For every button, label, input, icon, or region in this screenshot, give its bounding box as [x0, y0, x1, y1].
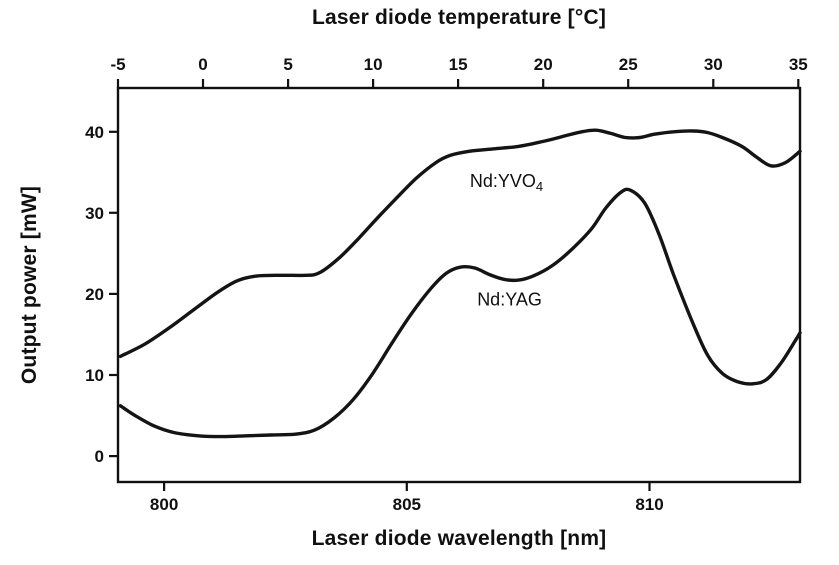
left-tick-label: 20	[85, 285, 104, 304]
plot-border	[116, 86, 802, 484]
bottom-tick-label: 810	[635, 495, 663, 514]
bottom-axis-ticks: 800 805 810	[150, 482, 664, 514]
top-tick-label: 5	[283, 55, 292, 74]
series-line-1	[118, 187, 802, 439]
top-axis-title: Laser diode temperature [°C]	[311, 6, 607, 29]
left-tick-label: 0	[95, 447, 104, 466]
annotation-label: Nd:YVO4	[470, 171, 543, 194]
top-axis-ticks: -5 0 5 10 15 20 25 30 35	[110, 55, 808, 88]
left-axis-ticks: 0 10 20 30 40	[85, 123, 118, 466]
annotation-label: Nd:YAG	[477, 289, 542, 309]
left-tick-label: 40	[85, 123, 104, 142]
top-tick-label: 0	[198, 55, 207, 74]
top-tick-label: 35	[789, 55, 808, 74]
top-tick-label: 25	[619, 55, 638, 74]
bottom-axis-title: Laser diode wavelength [nm]	[311, 527, 607, 550]
top-tick-label: 10	[364, 55, 383, 74]
top-tick-label: -5	[110, 55, 125, 74]
top-tick-label: 20	[534, 55, 553, 74]
top-tick-label: 30	[704, 55, 723, 74]
series-line-0	[118, 128, 802, 359]
bottom-tick-label: 805	[393, 495, 421, 514]
left-tick-label: 10	[85, 366, 104, 385]
top-tick-label: 15	[449, 55, 468, 74]
left-tick-label: 30	[85, 204, 104, 223]
bottom-tick-label: 800	[150, 495, 178, 514]
